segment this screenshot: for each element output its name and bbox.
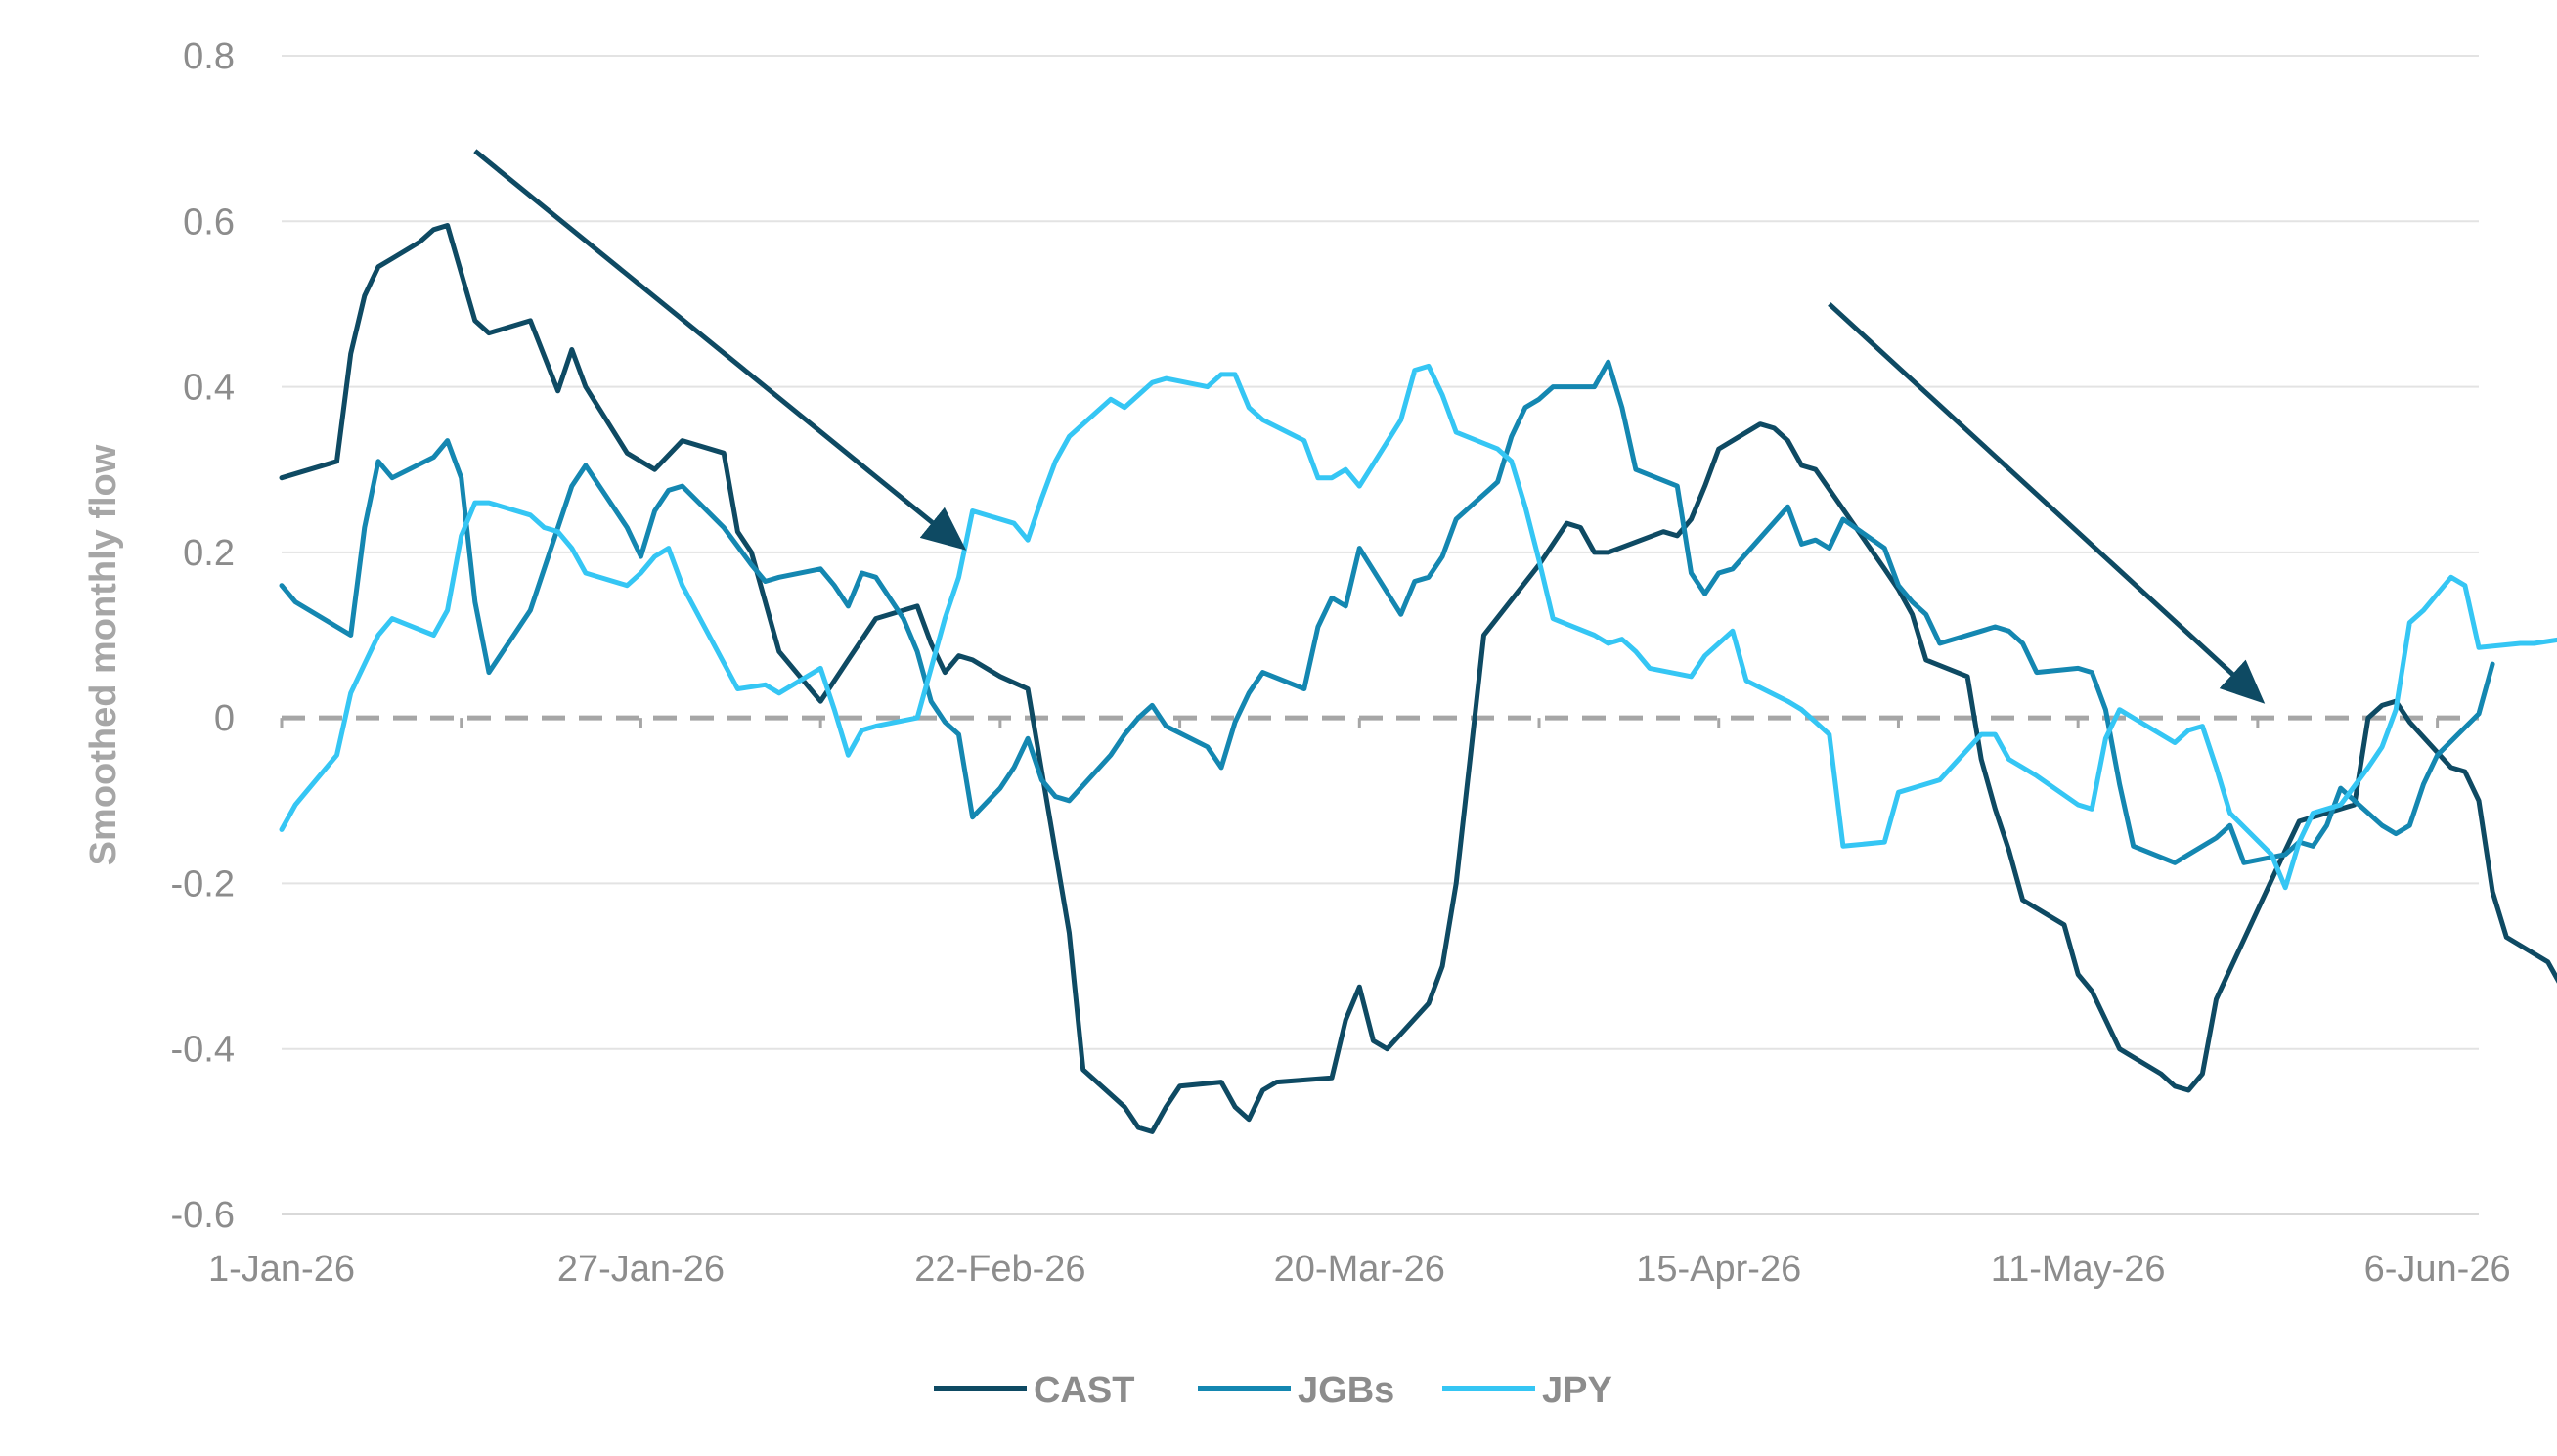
series-lines [279, 223, 2557, 1134]
y-axis-title: Smoothed monthly flow [83, 444, 124, 865]
trend-arrow [473, 149, 967, 551]
y-tick-label: -0.2 [171, 863, 235, 904]
x-tick-label: 6-Jun-26 [2364, 1249, 2511, 1290]
annotations [473, 149, 2266, 704]
y-tick-label: 0 [214, 698, 235, 739]
x-tick-label: 27-Jan-26 [557, 1249, 725, 1290]
x-tick-label: 1-Jan-26 [208, 1249, 355, 1290]
trend-arrow [1828, 302, 2266, 704]
y-tick-label: 0.2 [183, 533, 235, 574]
y-axis-ticks: 0.8 0.6 0.4 0.2 0 -0.2 -0.4 -0.6 [171, 36, 235, 1236]
x-axis-ticks: 1-Jan-26 27-Jan-26 22-Feb-26 20-Mar-26 15-Ap… [208, 718, 2511, 1290]
y-tick-label: -0.6 [171, 1195, 235, 1236]
legend-label: CAST [1034, 1370, 1134, 1411]
series-line-cast [279, 223, 2557, 1134]
y-tick-label: 0.8 [183, 36, 235, 77]
x-tick-label: 22-Feb-26 [914, 1249, 1085, 1290]
y-tick-label: 0.4 [183, 368, 235, 409]
series-line-jpy [279, 363, 2557, 891]
x-tick-label: 11-May-26 [1991, 1249, 2166, 1290]
y-tick-label: -0.4 [171, 1030, 235, 1071]
x-tick-label: 15-Apr-26 [1636, 1249, 1801, 1290]
x-tick-label: 20-Mar-26 [1274, 1249, 1445, 1290]
legend-label: JPY [1542, 1370, 1612, 1411]
legend-item-cast: CAST [934, 1370, 1134, 1411]
legend-item-jpy: JPY [1442, 1370, 1612, 1411]
gridlines [282, 55, 2479, 1215]
legend-label: JGBs [1298, 1370, 1394, 1411]
y-tick-label: 0.6 [183, 201, 235, 243]
legend: CAST JGBs JPY [934, 1370, 1612, 1411]
series-line-jgbs [279, 359, 2495, 865]
legend-item-jgbs: JGBs [1198, 1370, 1394, 1411]
